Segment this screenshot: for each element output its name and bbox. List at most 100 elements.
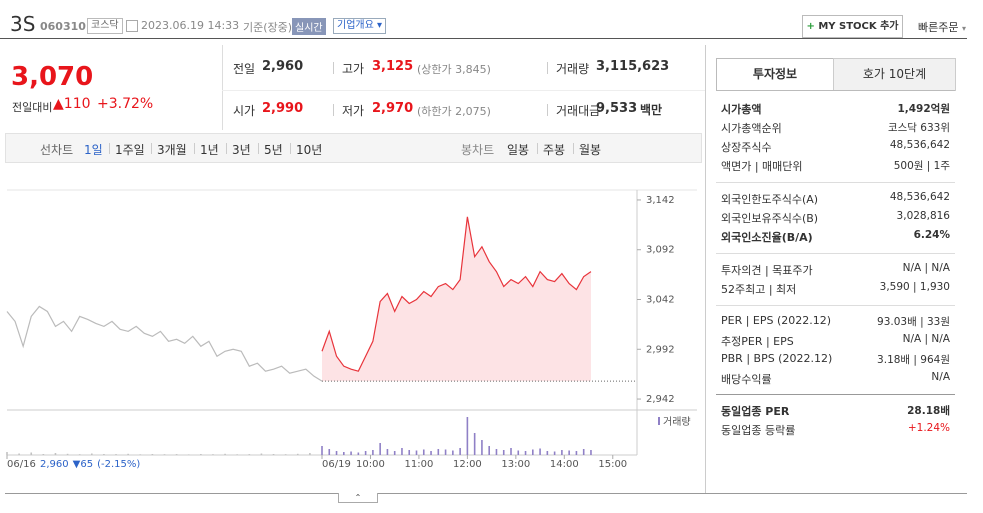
summary-value: 2,990 [262, 101, 304, 116]
info-row: 상장주식수 48,536,642 [721, 139, 950, 155]
prev-day-summary: 2,960 ▼65 (-2.15%) [40, 459, 140, 470]
up-icon: ▲ [53, 96, 64, 112]
volume-bar [372, 450, 374, 455]
volume-bar [459, 448, 461, 455]
period-tab[interactable]: 5년 [264, 143, 283, 157]
info-label: 투자의견 | 목표주가 [721, 264, 813, 277]
volume-bar [430, 451, 432, 455]
volume-bar [473, 433, 476, 455]
period-tab[interactable]: 1년 [200, 143, 219, 157]
info-value: 3.18배 | 964원 [877, 354, 950, 366]
volume-bar [328, 449, 331, 455]
volume-bar [452, 450, 454, 455]
summary-value: 2,970 [372, 101, 414, 116]
sidebar-tab[interactable]: 투자정보 [716, 58, 834, 90]
volume-bar [408, 450, 411, 455]
down-icon: ▼ [73, 459, 81, 470]
info-row: 외국인소진율(B/A) 6.24% [721, 229, 950, 245]
info-value: 48,536,642 [889, 139, 950, 151]
x-tick-label: 06/16 [7, 459, 36, 470]
info-row: 52주최고 | 최저 3,590 | 1,930 [721, 281, 950, 297]
summary-value: 3,125 [372, 59, 414, 74]
volume-bar [582, 449, 585, 455]
divider [716, 253, 955, 254]
volume-bar [517, 450, 520, 455]
period-tab[interactable]: 3년 [232, 143, 251, 157]
realtime-badge[interactable]: 실시간 [292, 18, 326, 35]
info-value: 코스닥 633위 [887, 122, 950, 134]
y-tick-label: 2,992 [646, 344, 675, 355]
y-tick-label: 3,142 [646, 195, 675, 206]
calendar-icon [126, 20, 138, 32]
period-tab[interactable]: 1주일 [115, 143, 145, 157]
volume-bar [6, 452, 8, 455]
info-label: 52주최고 | 최저 [721, 283, 797, 296]
volume-bar [91, 453, 93, 455]
y-tick-label: 3,042 [646, 295, 675, 306]
divider [547, 104, 548, 116]
volume-bar [575, 451, 578, 455]
info-value: 500원 | 1주 [893, 160, 950, 172]
y-tick-label: 2,942 [646, 394, 675, 405]
period-tab[interactable]: 1일 [84, 143, 103, 157]
divider [716, 182, 955, 183]
info-row: 시가총액순위 코스닥 633위 [721, 120, 950, 136]
quick-order-label: 빠른주문 [918, 21, 959, 34]
period-tab[interactable]: 일봉 [507, 143, 530, 157]
summary-value: 2,960 [262, 59, 304, 74]
period-tab[interactable]: 주봉 [543, 143, 566, 157]
quick-order[interactable]: 빠른주문 ▾ [918, 21, 966, 34]
volume-bar [437, 449, 440, 455]
summary-label: 저가 [342, 104, 365, 118]
volume-bar [532, 449, 534, 455]
divider [573, 143, 574, 154]
header-line [0, 38, 967, 39]
change-rate: +3.72% [97, 96, 154, 112]
price-line [6, 305, 323, 382]
x-tick-label: 12:00 [453, 459, 482, 470]
info-value: N/A | N/A [902, 262, 950, 274]
volume-bar [364, 451, 367, 455]
summary-label: 거래대금 [556, 104, 601, 118]
info-row: PBR | BPS (2022.12) 3.18배 | 964원 [721, 352, 950, 368]
info-label: 배당수익률 [721, 373, 772, 386]
volume-bar [495, 449, 498, 455]
info-label: 시가총액 [721, 103, 762, 116]
divider [537, 143, 538, 154]
volume-bar [415, 450, 418, 455]
period-tab[interactable]: 월봉 [579, 143, 602, 157]
price: 3,070 [11, 62, 94, 92]
volume-bar [127, 453, 129, 455]
info-value: +1.24% [907, 422, 950, 434]
period-tab[interactable]: 10년 [296, 143, 323, 157]
divider [222, 90, 705, 91]
tab-label: 봉차트 [461, 143, 495, 157]
info-label: 외국인한도주식수(A) [721, 193, 819, 206]
company-overview[interactable]: 기업개요 ▾ [333, 18, 387, 34]
sidebar-tab[interactable]: 호가 10단계 [833, 58, 956, 91]
summary-label: 전일 [233, 62, 256, 76]
info-label: 액면가 | 매매단위 [721, 160, 803, 173]
volume-bar [481, 440, 483, 455]
info-row: 동일업종 PER 28.18배 [721, 403, 950, 419]
volume-bar [379, 443, 381, 455]
volume-bar [539, 448, 541, 455]
info-label: 동일업종 PER [721, 405, 790, 418]
x-tick-label: 11:00 [405, 459, 434, 470]
divider [222, 45, 223, 130]
my-stock-button[interactable]: + MY STOCK 추가 [802, 15, 903, 38]
volume-bar [386, 449, 389, 455]
divider [290, 143, 291, 154]
volume-bar [42, 454, 45, 455]
volume-bar [260, 453, 263, 455]
period-tab[interactable]: 3개월 [157, 143, 187, 157]
change-value: 110 [63, 96, 91, 112]
volume-bar [248, 454, 251, 455]
prev-rate: (-2.15%) [97, 459, 140, 470]
collapse-button[interactable]: ⌃ [338, 493, 378, 503]
summary-label: 거래량 [556, 62, 590, 76]
volume-bar [309, 453, 311, 455]
info-value: N/A [931, 371, 950, 383]
info-value: 3,028,816 [896, 210, 950, 222]
